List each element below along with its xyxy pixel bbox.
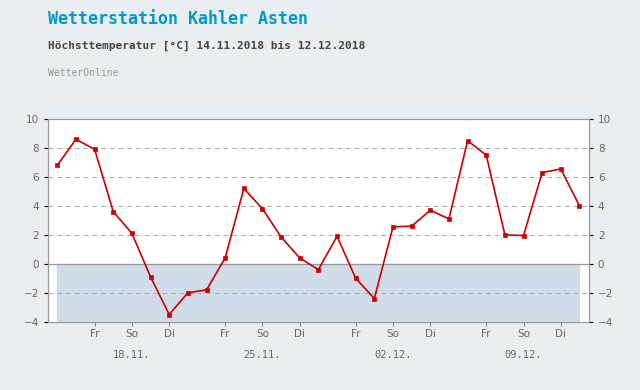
Text: 25.11.: 25.11. xyxy=(244,349,281,360)
Text: 09.12.: 09.12. xyxy=(505,349,542,360)
Text: WetterOnline: WetterOnline xyxy=(48,68,118,78)
Text: Wetterstation Kahler Asten: Wetterstation Kahler Asten xyxy=(48,10,308,28)
Text: Höchsttemperatur [°C] 14.11.2018 bis 12.12.2018: Höchsttemperatur [°C] 14.11.2018 bis 12.… xyxy=(48,41,365,51)
Text: 18.11.: 18.11. xyxy=(113,349,150,360)
Text: 02.12.: 02.12. xyxy=(374,349,412,360)
